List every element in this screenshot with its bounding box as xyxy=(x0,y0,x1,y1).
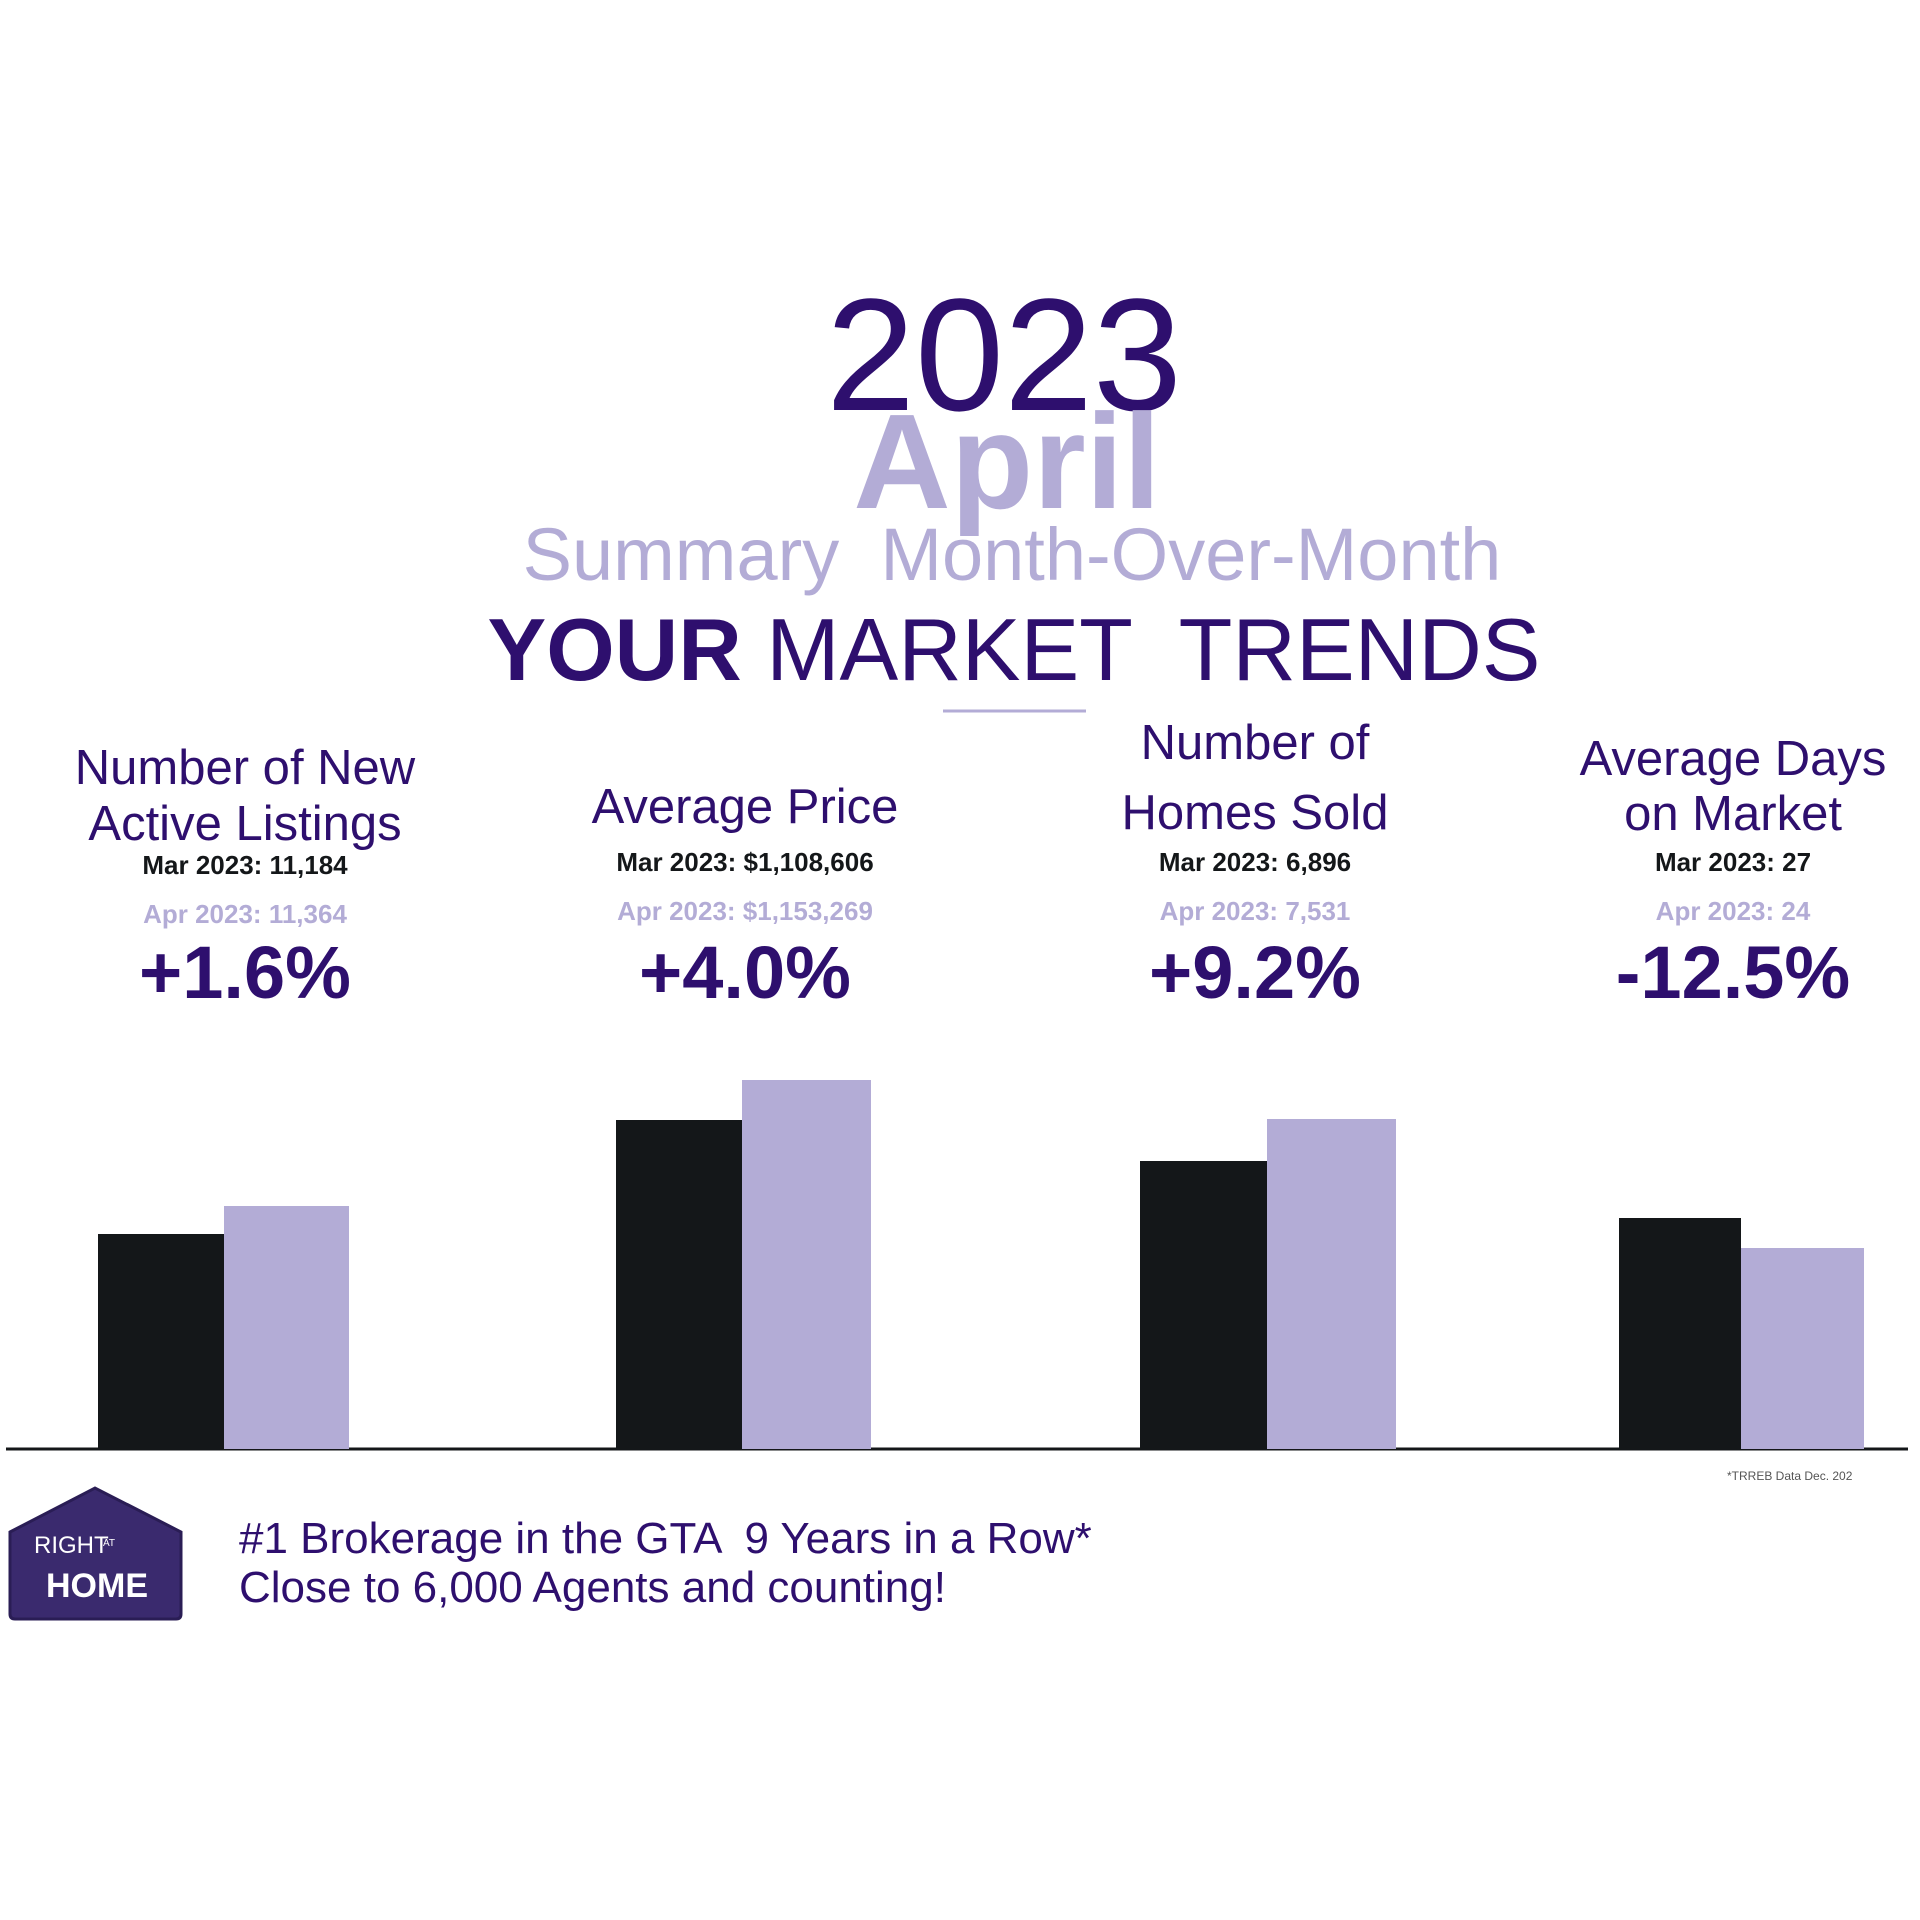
bars xyxy=(98,1080,1864,1449)
logo-bottom: HOME xyxy=(46,1567,148,1605)
bar-current xyxy=(1741,1248,1864,1449)
bar-previous xyxy=(1140,1161,1267,1449)
metric-heading: Number of xyxy=(1141,716,1370,770)
metric-heading: Number of New xyxy=(75,741,416,795)
bar-previous xyxy=(616,1120,742,1449)
month: April xyxy=(853,386,1161,537)
subtitle: Summary Month-Over-Month xyxy=(523,513,1502,596)
current-value: Apr 2023: 24 xyxy=(1656,896,1811,926)
change: +1.6% xyxy=(139,931,351,1014)
previous-value: Mar 2023: $1,108,606 xyxy=(616,847,873,877)
logo-top: RIGHT xyxy=(34,1532,109,1559)
metric-heading: Active Listings xyxy=(88,797,401,851)
title-rest: MARKET TRENDS xyxy=(766,600,1540,699)
metric-heading: Average Days xyxy=(1580,732,1887,786)
current-value: Apr 2023: 11,364 xyxy=(143,899,347,929)
previous-value: Mar 2023: 11,184 xyxy=(142,850,348,880)
change: +9.2% xyxy=(1149,931,1361,1014)
logo: RIGHT AT HOME xyxy=(8,1486,183,1621)
bar-current xyxy=(742,1080,871,1449)
metric-heading: on Market xyxy=(1624,787,1842,841)
main-title: YOUR MARKET TRENDS xyxy=(488,600,1541,699)
footnote: *TRREB Data Dec. 202 xyxy=(1727,1469,1853,1483)
metric-heading: Homes Sold xyxy=(1122,786,1389,840)
current-value: Apr 2023: 7,531 xyxy=(1160,896,1351,926)
metric-heading: Average Price xyxy=(592,780,899,834)
bar-previous xyxy=(1619,1218,1741,1449)
year: 2023 xyxy=(826,265,1182,444)
bar-current xyxy=(224,1206,349,1449)
tagline-line: #1 Brokerage in the GTA 9 Years in a Row… xyxy=(239,1514,1092,1563)
previous-value: Mar 2023: 27 xyxy=(1655,847,1811,877)
bar-previous xyxy=(98,1234,224,1449)
title-bold: YOUR xyxy=(488,600,742,699)
bar-current xyxy=(1267,1119,1396,1449)
logo-small: AT xyxy=(103,1538,115,1549)
previous-value: Mar 2023: 6,896 xyxy=(1159,847,1351,877)
change: -12.5% xyxy=(1616,931,1850,1014)
change: +4.0% xyxy=(639,931,851,1014)
tagline-line: Close to 6,000 Agents and counting! xyxy=(239,1563,946,1612)
logo-house xyxy=(8,1486,183,1621)
current-value: Apr 2023: $1,153,269 xyxy=(617,896,873,926)
